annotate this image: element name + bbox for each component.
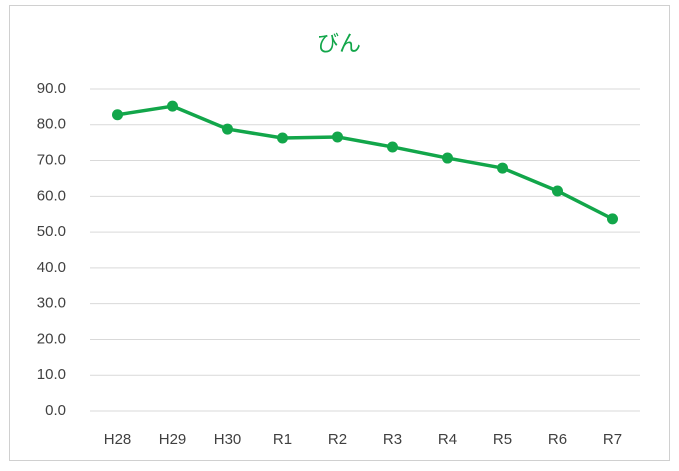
y-tick-label: 10.0	[37, 366, 66, 383]
y-tick-label: 60.0	[37, 187, 66, 204]
point	[387, 141, 398, 153]
y-tick-label: 70.0	[37, 152, 66, 169]
point	[167, 100, 178, 112]
chart-title: びん	[317, 31, 361, 56]
x-tick-label: H28	[104, 431, 132, 448]
point	[607, 213, 618, 225]
x-tick-label: R2	[328, 431, 347, 448]
y-tick-label: 40.0	[37, 259, 66, 276]
point	[442, 152, 453, 164]
y-tick-label: 90.0	[37, 80, 66, 97]
x-tick-label: R5	[493, 431, 512, 448]
x-tick-label: H30	[214, 431, 242, 448]
point	[497, 162, 508, 174]
y-tick-label: 30.0	[37, 295, 66, 312]
point	[332, 131, 343, 143]
point	[552, 185, 563, 197]
x-tick-label: R7	[603, 431, 622, 448]
line	[117, 104, 614, 221]
y-tick-label: 80.0	[37, 116, 66, 133]
y-tick-label: 0.0	[45, 402, 66, 419]
x-tick-label: R6	[548, 431, 567, 448]
point	[277, 132, 288, 144]
point	[222, 123, 233, 135]
x-tick-label: R3	[383, 431, 402, 448]
x-tick-label: R4	[438, 431, 457, 448]
x-tick-label: H29	[159, 431, 187, 448]
y-tick-label: 50.0	[37, 223, 66, 240]
point	[112, 109, 123, 121]
y-tick-label: 20.0	[37, 330, 66, 347]
x-tick-label: R1	[273, 431, 292, 448]
chart-border	[9, 5, 670, 461]
